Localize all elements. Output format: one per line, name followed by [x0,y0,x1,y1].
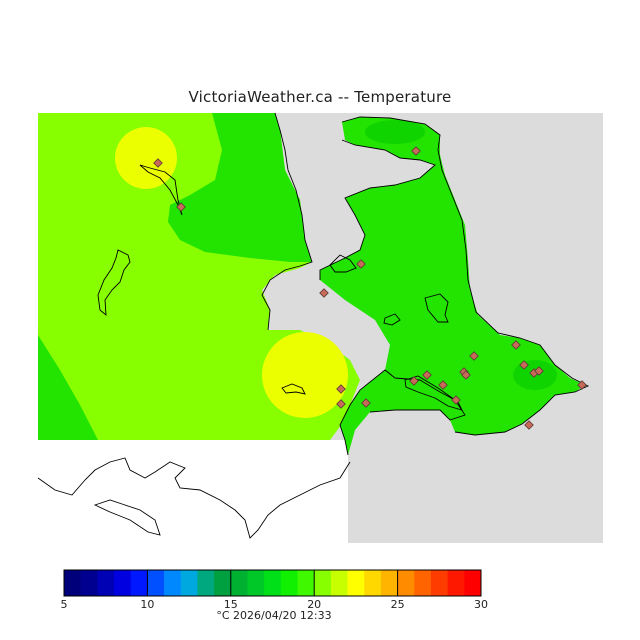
colorbar-cell [414,570,432,596]
legend-unit-timestamp: °C 2026/04/20 12:33 [216,609,332,622]
field-yellow-north [115,127,177,189]
colorbar-cell [130,570,148,596]
colorbar-cell [247,570,265,596]
station-marker[interactable] [336,399,346,409]
colorbar-cell [297,570,315,596]
station-marker[interactable] [577,380,587,390]
station-marker[interactable] [438,380,448,390]
map-title: VictoriaWeather.ca -- Temperature [188,88,452,106]
colorbar-cell [280,570,298,596]
field-green-southwest [38,335,98,440]
station-marker[interactable] [511,340,521,350]
station-marker[interactable] [451,395,461,405]
colorbar-tick-label: 20 [307,598,321,611]
station-markers [153,146,587,430]
colorbar-tick-label: 15 [224,598,238,611]
colorbar-cell [397,570,415,596]
station-marker[interactable] [411,146,421,156]
coastline-outline [37,112,590,539]
field-yellow-south [262,332,348,418]
station-marker[interactable] [361,398,371,408]
colorbar-cell [214,570,232,596]
field-darkgreen-ne [365,120,425,144]
station-marker[interactable] [422,370,432,380]
colorbar-cell [80,570,98,596]
station-marker[interactable] [461,370,471,380]
station-marker[interactable] [356,259,366,269]
colorbar-cell [164,570,182,596]
colorbar-tick-label: 10 [140,598,154,611]
colorbar-cell [197,570,215,596]
colorbar-tick-label: 30 [474,598,488,611]
no-data-water [38,440,348,543]
colorbar-cell [330,570,348,596]
station-marker[interactable] [519,360,529,370]
colorbar-cell [380,570,398,596]
station-marker[interactable] [176,202,186,212]
colorbar-cell [264,570,282,596]
colorbar-cell [347,570,365,596]
colorbar-cell [147,570,165,596]
station-marker[interactable] [336,384,346,394]
colorbar-cell [447,570,465,596]
station-marker[interactable] [153,158,163,168]
field-green-north [168,113,312,262]
station-marker[interactable] [524,420,534,430]
colorbar-cell [314,570,332,596]
colorbar-cell [364,570,382,596]
colorbar-cell [97,570,115,596]
colorbar-cell [230,570,248,596]
colorbar-tick-label: 5 [61,598,68,611]
station-marker[interactable] [319,288,329,298]
colorbar-cell [180,570,198,596]
station-marker[interactable] [534,366,544,376]
colorbar-cell [114,570,132,596]
colorbar-cell [430,570,449,596]
colorbar-cell [464,570,482,596]
colorbar-tick-label: 25 [391,598,405,611]
colorbar-cells [64,570,482,596]
colorbar-ticks: 5 10 15 20 25 30 [61,570,488,611]
colorbar-cell [64,570,82,596]
station-marker[interactable] [469,351,479,361]
station-marker[interactable] [409,376,419,386]
